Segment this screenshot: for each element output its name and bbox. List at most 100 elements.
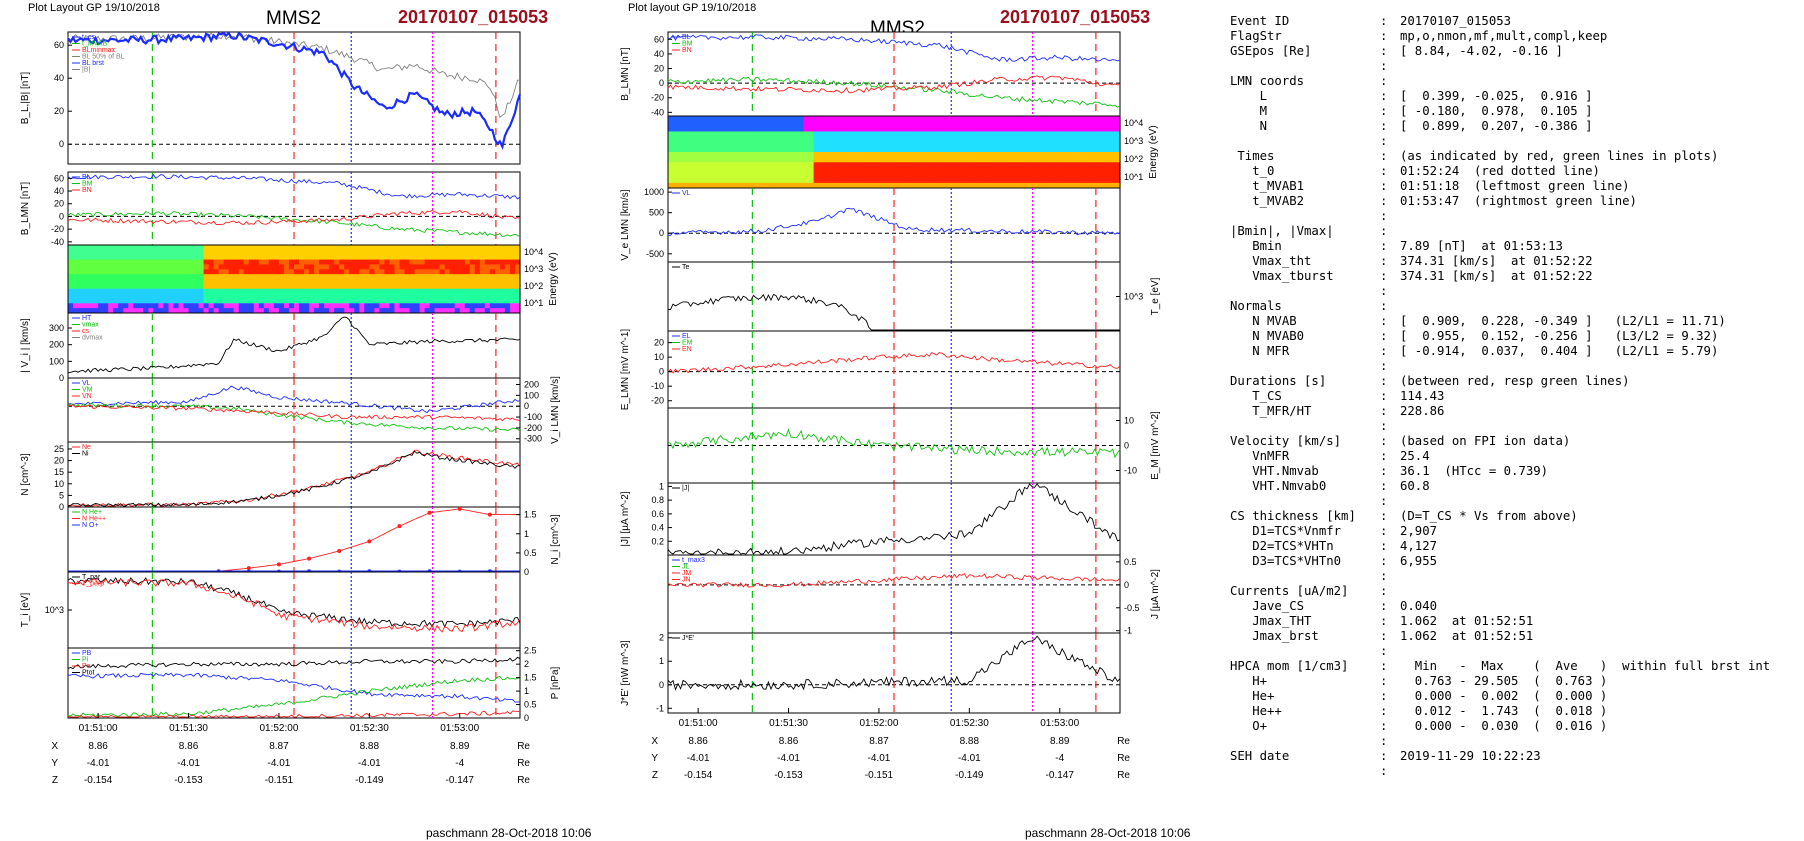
spectrogram-cell [449,293,456,300]
spectrogram-cell [449,269,456,275]
coord-label: Z [52,775,58,786]
spectrogram-cell [183,298,190,304]
tick-label: 1.5 [524,673,537,683]
spectrogram-cell [758,131,765,138]
spectrogram-cell [1049,152,1056,158]
spectrogram-cell [419,245,426,251]
spectrogram-cell [693,152,699,158]
spectrogram-cell [728,167,734,174]
spectrogram-cell [783,141,790,148]
spectrogram-cell [364,303,370,309]
spectrogram-cell [273,254,280,261]
spectrogram-cell [324,269,330,275]
spectrogram-cell [213,298,220,304]
legend-label: BL brst [82,60,104,67]
spectrogram-cell [863,182,870,189]
spectrogram-cell [798,136,805,143]
spectrogram-cell [404,249,411,256]
spectrogram-cell [273,259,280,266]
spectrogram-cell [909,157,915,163]
info-key: Bmin [1230,239,1282,253]
spectrogram-cell [514,308,521,314]
spectrogram-cell [133,279,139,285]
spectrogram-cell [173,288,180,295]
data-point [307,556,312,561]
spectrogram-cell [868,126,875,133]
spectrogram-cell [783,182,790,189]
info-colon: : [1380,14,1388,28]
spectrogram-cell [208,274,215,280]
spectrogram-cell [223,264,230,270]
spectrogram-cell [268,264,275,270]
left-footer: paschmann 28-Oct-2018 10:06 [426,826,592,840]
info-colon: : [1380,134,1388,148]
info-key: Durations [s] [1230,374,1327,388]
spectrogram-cell [208,293,215,300]
spectrogram-cell [273,298,280,304]
info-line: : [1230,569,1770,584]
spectrogram-cell [1024,126,1031,133]
spectrogram-cell [728,131,734,138]
spectrogram-cell [693,157,699,163]
spectrogram-cell [379,259,385,266]
spectrogram-cell [459,279,466,285]
spectrogram-cell [818,172,825,179]
info-line: VHT.Nmvab:36.1 (HTcc = 0.739) [1230,464,1770,479]
data-point [457,506,462,511]
spectrogram-cell [439,274,446,280]
spectrogram-cell [748,146,754,153]
spectrogram-cell [78,259,84,266]
spectrogram-cell [118,308,124,314]
spectrogram-cell [888,126,895,133]
spectrogram-cell [294,264,300,270]
spectrogram-cell [1019,167,1026,174]
spectrogram-cell [253,308,260,314]
spectrogram-cell [223,288,230,295]
spectrogram-cell [888,172,895,179]
spectrogram-cell [688,167,694,174]
spectrogram-cell [904,167,910,174]
spectrogram-cell [668,177,674,184]
spectrogram-cell [479,259,486,266]
spectrogram-cell [758,121,765,127]
spectrogram-cell [98,245,104,251]
spectrogram-cell [678,116,684,122]
spectrogram-cell [768,131,775,138]
spectrogram-cell [88,293,94,300]
tick-label: 10^3 [1124,136,1143,146]
spectrogram-cell [883,141,890,148]
spectrogram-cell [469,298,476,304]
spectrogram-cell [858,136,865,143]
spectrogram-cell [738,157,744,163]
spectrogram-cell [894,131,900,138]
info-colon: : [1380,494,1388,508]
spectrogram-cell [78,254,84,261]
spectrogram-cell [314,264,320,270]
spectrogram-cell [718,152,724,158]
spectrogram-cell [273,308,280,314]
spectrogram-cell [339,288,345,295]
spectrogram-cell [1064,167,1071,174]
spectrogram-cell [1084,141,1091,148]
info-colon: : [1380,539,1388,553]
tick-label: 60 [54,40,64,50]
coord-value: -0.147 [446,775,475,786]
spectrogram-cell [763,136,770,143]
axis-label: B_L,|B| [nT] [20,72,31,125]
spectrogram-cell [344,303,350,309]
spectrogram-cell [459,288,466,295]
spectrogram-cell [248,269,255,275]
coord-value: -0.154 [684,770,713,781]
spectrogram-cell [999,172,1006,179]
spectrogram-cell [979,157,985,163]
spectrogram-cell [878,172,885,179]
spectrogram-cell [883,121,890,127]
tick-label: 0 [659,680,664,690]
spectrogram-cell [439,264,446,270]
spectrogram-cell [843,146,850,153]
spectrogram-cell [873,146,880,153]
spectrogram-cell [193,274,200,280]
spectrogram-cell [128,269,134,275]
legend-label: T_perp [82,581,104,588]
spectrogram-cell [178,259,185,266]
